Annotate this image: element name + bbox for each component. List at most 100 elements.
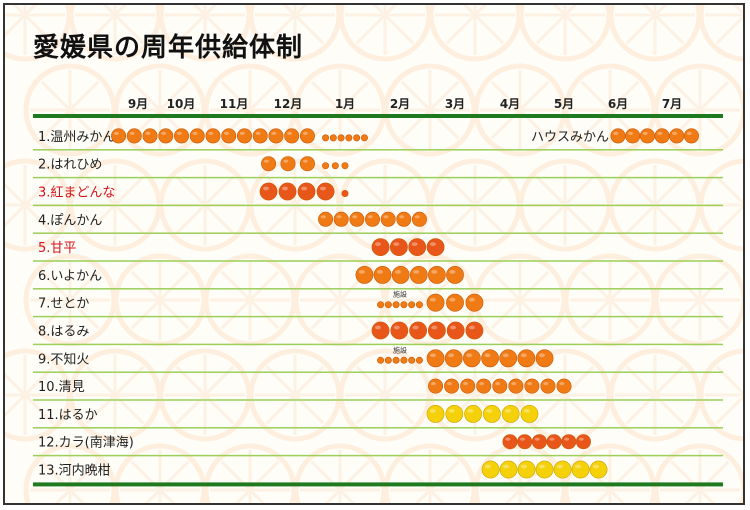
fruit-mark: [299, 156, 315, 172]
fruit-mark: [683, 128, 699, 144]
fruit-highlight: [484, 464, 491, 469]
row-separator: [33, 399, 723, 401]
fruit-highlight: [287, 131, 293, 135]
row-label: 5.甘平: [38, 241, 76, 256]
row-label: 6.いよかん: [38, 269, 102, 284]
fruit-mark: [625, 128, 641, 144]
fruit-highlight: [429, 297, 436, 302]
fruit-highlight: [467, 408, 474, 413]
fruit-mark: [158, 128, 174, 144]
chart-row: 9.不知火 施設: [38, 345, 554, 368]
fruit-highlight: [613, 131, 619, 135]
fruit-mark: [280, 156, 296, 172]
month-label: 11月: [220, 97, 249, 111]
fruit-mark: [392, 301, 400, 309]
fruit-mark: [446, 293, 464, 312]
fruit-mark: [501, 404, 520, 423]
fruit-mark: [371, 321, 390, 340]
fruit-mark: [377, 356, 385, 364]
fruit-mark: [517, 460, 536, 479]
row-label: 10.清見: [38, 380, 85, 395]
fruit-mark: [553, 460, 572, 479]
background-slice-icon: [428, 5, 522, 62]
fruit-highlight: [208, 131, 214, 135]
fruit-highlight: [429, 408, 436, 413]
fruit-mark: [278, 182, 297, 201]
fruit-highlight: [263, 159, 269, 163]
fruit-mark: [337, 134, 345, 142]
chart-title: 愛媛県の周年供給体制: [33, 33, 304, 63]
fruit-highlight: [520, 464, 527, 469]
fruit-mark: [427, 265, 446, 284]
fruit-mark: [571, 460, 590, 479]
fruit-highlight: [448, 353, 455, 358]
fruit-mark: [205, 128, 221, 144]
chart-row: 5.甘平: [38, 238, 445, 257]
fruit-mark: [531, 434, 547, 450]
fruit-highlight: [523, 408, 530, 413]
fruit-highlight: [393, 242, 400, 246]
fruit-mark: [446, 265, 464, 284]
fruit-highlight: [628, 131, 634, 135]
row-label: 2.はれひめ: [38, 158, 102, 173]
fruit-mark: [409, 321, 428, 340]
fruit-mark: [322, 162, 330, 170]
fruit-highlight: [543, 381, 549, 386]
fruit-highlight: [686, 131, 692, 135]
chart-row: 4.ぽんかん: [38, 211, 427, 228]
chart-row: 2.はれひめ: [38, 156, 349, 173]
fruit-mark: [341, 162, 349, 170]
row-separator: [33, 315, 723, 318]
fruit-mark: [446, 321, 465, 340]
fruit-highlight: [505, 408, 512, 413]
fruit-mark: [476, 378, 492, 394]
fruit-mark: [481, 460, 500, 479]
fruit-mark: [492, 378, 508, 394]
chart-row: 10.清見: [38, 378, 572, 395]
fruit-mark: [377, 301, 385, 309]
month-label: 10月: [167, 97, 196, 111]
fruit-mark: [465, 321, 484, 340]
background-slice-icon: [653, 253, 743, 347]
fruit-mark: [411, 211, 427, 227]
chart-row: 8.はるみ: [38, 321, 484, 340]
fruit-highlight: [556, 464, 563, 469]
fruit-mark: [384, 356, 392, 364]
fruit-highlight: [319, 186, 326, 191]
fruit-mark: [236, 128, 252, 144]
fruit-highlight: [450, 325, 457, 330]
month-label: 7月: [662, 97, 682, 111]
fruit-highlight: [511, 381, 517, 386]
fruit-mark: [408, 356, 416, 364]
fruit-mark: [174, 128, 190, 144]
fruit-mark: [502, 434, 518, 450]
fruit-mark: [297, 182, 316, 201]
fruit-mark: [391, 265, 410, 284]
fruit-mark: [499, 460, 518, 479]
chart-row: 1.温州みかん ハウスみかん: [38, 128, 699, 145]
fruit-mark: [331, 162, 339, 170]
fruit-mark: [464, 404, 483, 423]
fruit-mark: [380, 211, 396, 227]
fruit-mark: [561, 434, 577, 450]
fruit-mark: [482, 404, 501, 423]
fruit-highlight: [564, 437, 570, 441]
fruit-mark: [341, 190, 349, 198]
fruit-highlight: [336, 215, 342, 219]
fruit-highlight: [520, 353, 527, 358]
fruit-highlight: [300, 186, 307, 191]
fruit-mark: [524, 378, 540, 394]
row-label: 4.ぽんかん: [38, 213, 102, 228]
fruit-mark: [111, 128, 127, 144]
row-label: 8.はるみ: [38, 325, 89, 340]
fruit-highlight: [429, 242, 436, 246]
row-separator: [33, 149, 723, 151]
row-annotation: ハウスみかん: [531, 130, 609, 145]
fruit-mark: [556, 378, 572, 394]
fruit-mark: [462, 349, 481, 368]
row-separator: [33, 176, 723, 179]
fruit-highlight: [549, 437, 555, 441]
fruit-highlight: [578, 437, 584, 441]
fruit-mark: [426, 238, 445, 257]
row-label: 3.紅まどんな: [38, 186, 115, 201]
